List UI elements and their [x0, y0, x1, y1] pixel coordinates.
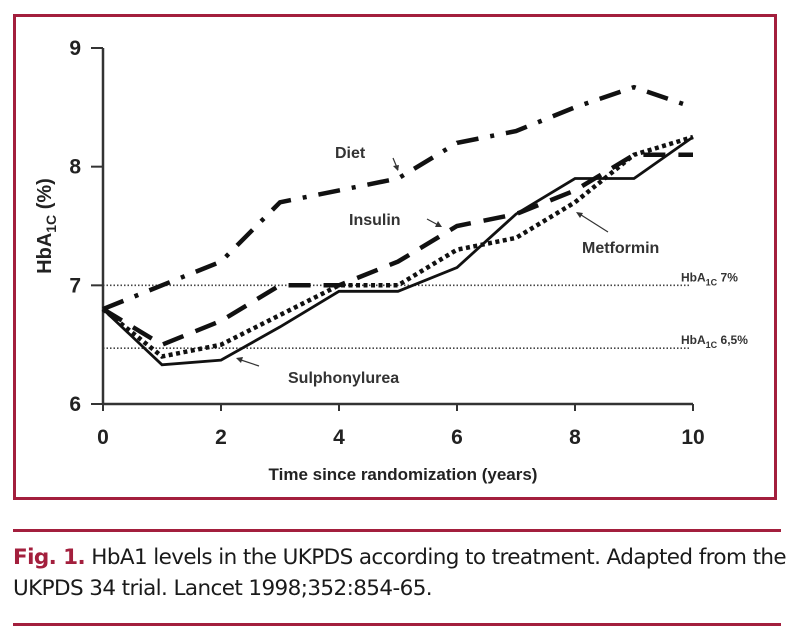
x-tick-label: 0: [97, 426, 109, 449]
series-label-diet: Diet: [335, 145, 366, 162]
series-labels: Diet Insulin Metformin Sulphonylurea: [236, 145, 659, 387]
series-lines: [101, 84, 694, 367]
arrow-head-sulphonylurea: [236, 357, 243, 363]
caption-top-rule: [13, 529, 781, 532]
axes: [101, 48, 693, 406]
arrow-metformin: [577, 212, 609, 233]
series-label-sulphonylurea: Sulphonylurea: [288, 370, 399, 387]
arrow-head-diet: [393, 165, 399, 171]
y-tick-label: 9: [69, 37, 81, 60]
x-tick-label: 8: [569, 426, 581, 449]
y-axis-title-main: HbA: [34, 233, 56, 274]
y-ticks: 6 7 8 9: [69, 37, 103, 416]
ref-label-sub: 1C: [706, 340, 718, 350]
y-axis-title-tail: (%): [34, 178, 56, 215]
x-tick-label: 4: [333, 426, 345, 449]
y-tick-label: 7: [69, 274, 81, 297]
reference-line-label: HbA1C 7%: [681, 270, 738, 287]
ref-label-tail: 7%: [717, 270, 738, 284]
ref-label-sub: 1C: [706, 277, 718, 287]
x-tick-label: 10: [681, 426, 704, 449]
x-ticks: 0 2 4 6 8 10: [97, 404, 705, 449]
y-axis-title: HbA1C (%): [34, 178, 59, 274]
ref-label-main: HbA: [681, 270, 706, 284]
arrow-head-metformin: [576, 212, 583, 218]
series-line-metformin: [101, 134, 694, 359]
arrow-head-insulin: [435, 221, 442, 227]
y-tick-label: 8: [69, 156, 81, 179]
x-axis-title: Time since randomization (years): [269, 465, 538, 484]
figure-caption: Fig. 1. HbA1 levels in the UKPDS accordi…: [13, 542, 788, 604]
series-label-metformin: Metformin: [582, 240, 659, 257]
series-line-sulphonylurea: [102, 135, 694, 367]
y-axis-title-sub: 1C: [43, 215, 59, 233]
reference-line-label: HbA1C 6,5%: [681, 333, 748, 350]
series-line-diet: [102, 84, 694, 312]
figure-frame: [13, 14, 777, 500]
caption-bottom-rule: [13, 623, 781, 626]
caption-text: HbA1 levels in the UKPDS according to tr…: [13, 545, 787, 601]
figure-number: Fig. 1.: [13, 545, 86, 570]
series-label-insulin: Insulin: [349, 212, 401, 229]
x-tick-label: 6: [451, 426, 463, 449]
ref-label-tail: 6,5%: [717, 333, 748, 347]
y-tick-label: 6: [69, 393, 81, 416]
ref-label-main: HbA: [681, 333, 706, 347]
reference-lines: HbA1C 7%HbA1C 6,5%: [103, 270, 748, 350]
x-tick-label: 2: [215, 426, 227, 449]
